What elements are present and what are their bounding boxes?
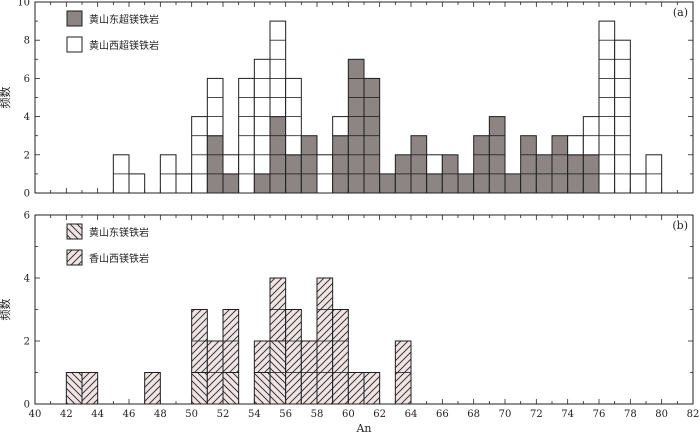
legend-swatch <box>66 223 83 240</box>
bar-b-s1-x47 <box>144 372 161 405</box>
bar-a-s0-x65 <box>426 173 443 194</box>
bar-a-s1-x52 <box>222 154 240 175</box>
panel-tag: (b) <box>672 219 688 232</box>
x-tick-label: 72 <box>530 409 543 420</box>
bar-b-s1-x56 <box>285 309 302 405</box>
x-tick-label: 68 <box>467 409 480 420</box>
legend-label: 黄山东镁铁岩 <box>89 226 149 239</box>
panel-tag: (a) <box>673 6 688 19</box>
bar-a-s0-x52 <box>222 173 240 194</box>
x-tick-label: 60 <box>342 409 355 420</box>
x-tick-label: 46 <box>123 409 136 420</box>
x-tick-label: 44 <box>91 409 104 420</box>
x-tick-label: 48 <box>154 409 167 420</box>
x-tick-label: 50 <box>185 409 198 420</box>
x-tick-label: 58 <box>311 409 324 420</box>
bar-b-s1-x43 <box>81 372 99 405</box>
bar-a-s1-x51 <box>206 77 224 137</box>
legend-swatch <box>66 249 83 266</box>
bar-a-s1-x46 <box>128 173 146 194</box>
x-tick-label: 56 <box>279 409 292 420</box>
x-tick-label: 42 <box>60 409 73 420</box>
bar-a-s0-x68 <box>473 135 490 194</box>
bar-a-s0-x70 <box>504 173 522 194</box>
y-tick-label: 6 <box>24 211 30 222</box>
bar-a-s0-x67 <box>457 173 475 194</box>
y-tick-label: 2 <box>24 337 30 348</box>
bar-a-s0-x64 <box>410 135 428 194</box>
bar-a-s0-x73 <box>551 135 569 194</box>
bar-b-s0-x42 <box>65 372 83 405</box>
x-tick-label: 78 <box>624 409 637 420</box>
legend-label: 黄山东超镁铁岩 <box>89 13 159 26</box>
legend-label: 香山西镁铁岩 <box>89 252 149 265</box>
bar-a-s0-x62 <box>379 173 396 194</box>
y-tick-label: 0 <box>24 400 30 411</box>
x-tick-label: 64 <box>405 409 418 420</box>
x-axis-label: An <box>355 422 371 435</box>
y-tick-label: 6 <box>24 74 30 85</box>
bar-a-s0-x71 <box>520 135 537 194</box>
x-tick-label: 74 <box>561 409 574 420</box>
y-tick-label: 0 <box>24 189 30 200</box>
x-tick-label: 66 <box>436 409 449 420</box>
y-tick-label: 8 <box>24 36 30 47</box>
bar-b-s0-x50 <box>191 372 208 405</box>
bar-a-s0-x54 <box>253 173 271 194</box>
bar-b-s1-x60 <box>347 372 365 405</box>
x-tick-label: 80 <box>655 409 668 420</box>
legend-label: 黄山西超镁铁岩 <box>89 39 159 52</box>
y-axis-label: 频数 <box>0 299 12 321</box>
bar-a-s1-x55 <box>269 20 287 118</box>
x-tick-label: 40 <box>29 409 42 420</box>
x-tick-label: 82 <box>687 409 700 420</box>
bar-b-s0-x52 <box>222 372 240 405</box>
bar-a-s0-x51 <box>206 135 224 194</box>
bar-b-s1-x61 <box>363 372 381 405</box>
bar-a-s1-x65 <box>426 154 443 175</box>
x-tick-label: 70 <box>499 409 512 420</box>
legend-swatch <box>66 36 83 53</box>
x-tick-label: 62 <box>373 409 386 420</box>
x-tick-label: 52 <box>217 409 230 420</box>
bar-a-s0-x59 <box>332 135 349 194</box>
bar-a-s1-x49 <box>175 173 193 194</box>
bar-a-s0-x60 <box>347 58 365 194</box>
y-tick-label: 10 <box>17 0 30 9</box>
x-tick-label: 76 <box>593 409 606 420</box>
bar-b-s1-x59 <box>332 309 349 405</box>
x-tick-label: 54 <box>248 409 261 420</box>
y-tick-label: 4 <box>24 274 30 285</box>
legend-swatch <box>66 10 83 27</box>
y-axis-label: 频数 <box>0 87 12 109</box>
y-tick-label: 2 <box>24 150 30 161</box>
bar-a-s1-x78 <box>629 173 647 194</box>
bar-a-s1-x59 <box>332 116 349 137</box>
bar-b-s1-x54 <box>253 340 271 373</box>
bar-a-s1-x74 <box>567 135 584 156</box>
bar-b-s0-x54 <box>253 372 271 405</box>
bar-a-s0-x57 <box>300 135 318 194</box>
y-tick-label: 4 <box>24 112 30 123</box>
bar-a-s1-x76 <box>598 20 616 194</box>
